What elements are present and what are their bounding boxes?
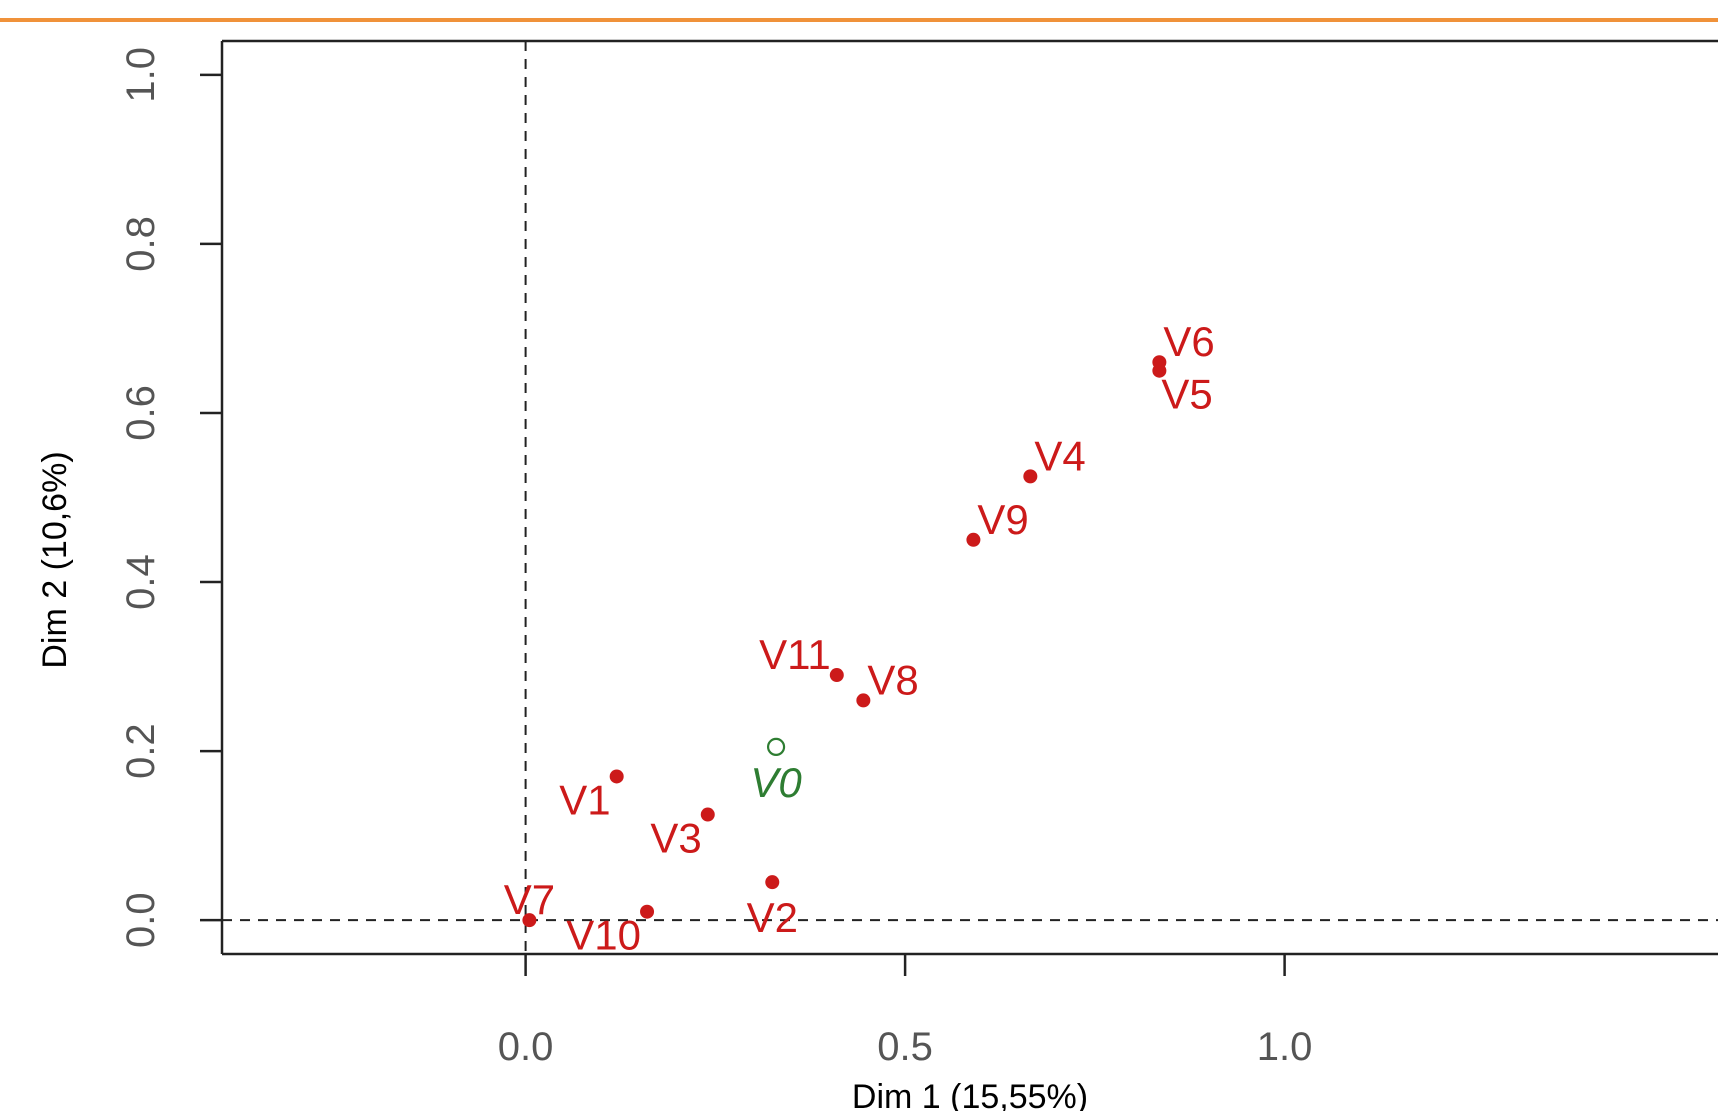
point-label-v9: V9 (977, 496, 1028, 543)
y-axis: 0.0 0.2 0.4 0.6 0.8 1.0 (119, 47, 222, 948)
point-label-v8: V8 (867, 656, 918, 703)
x-axis: 0.0 0.5 1.0 (498, 954, 1313, 1069)
y-axis-title: Dim 2 (10,6%) (36, 451, 74, 668)
reference-lines (222, 41, 1718, 954)
point-v6 (1152, 355, 1167, 370)
plot-frame-layer (220, 39, 1718, 956)
point-label-v0: V0 (750, 759, 802, 806)
point-label-v6: V6 (1163, 318, 1214, 365)
point-label-v10: V10 (566, 912, 641, 959)
y-tick-label: 0.8 (119, 216, 163, 272)
point-label-v7: V7 (504, 876, 555, 923)
point-v8 (856, 693, 871, 708)
y-tick-label: 0.2 (119, 723, 163, 779)
data-points: V1 V2 V3 V4 V5 V6 V7 V8 V9 V10 V11 V0 (504, 318, 1215, 958)
point-v3 (700, 807, 715, 822)
point-v2 (765, 875, 780, 890)
point-v1 (609, 769, 624, 784)
point-v7 (522, 913, 537, 928)
point-v4 (1023, 469, 1038, 484)
point-v0 (766, 737, 786, 756)
x-tick-label: 0.5 (877, 1025, 933, 1069)
point-label-v11: V11 (759, 631, 831, 678)
point-v9 (966, 532, 981, 547)
point-label-v2: V2 (747, 894, 798, 941)
x-axis-title: Dim 1 (15,55%) (852, 1078, 1088, 1111)
point-label-v3: V3 (650, 815, 701, 862)
y-tick-label: 0.4 (119, 554, 163, 610)
x-tick-label: 1.0 (1257, 1025, 1313, 1069)
point-v11 (829, 668, 844, 683)
point-label-v1: V1 (559, 776, 610, 823)
x-tick-label: 0.0 (498, 1025, 554, 1069)
y-tick-label: 0.6 (119, 385, 163, 441)
point-label-v5: V5 (1161, 371, 1212, 418)
y-tick-label: 1.0 (119, 47, 163, 103)
point-v10 (640, 904, 655, 919)
y-tick-label: 0.0 (119, 892, 163, 948)
point-label-v4: V4 (1034, 432, 1085, 479)
header-accent-rule (0, 18, 1718, 22)
